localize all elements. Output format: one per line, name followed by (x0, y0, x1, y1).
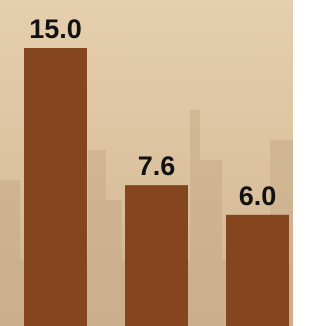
value-label: 6.0 (239, 181, 277, 211)
chart: 15.0 7.6 6.0 (0, 0, 293, 326)
value-label: 15.0 (29, 14, 82, 44)
bar (226, 215, 289, 326)
bar (125, 185, 188, 326)
value-label: 7.6 (138, 151, 176, 181)
bar (24, 48, 87, 326)
